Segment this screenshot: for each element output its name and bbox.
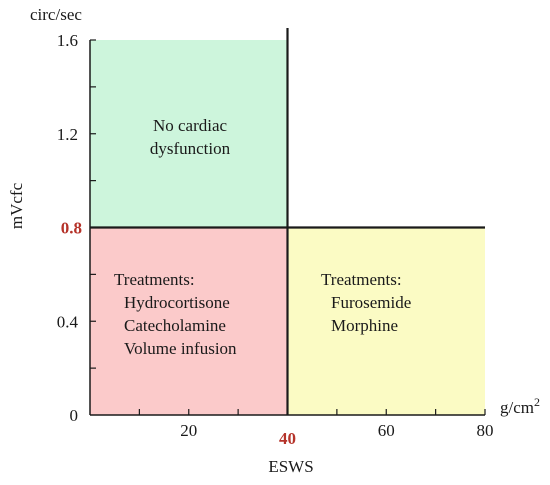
region-high-low [287, 227, 485, 415]
region-low-low [90, 227, 288, 415]
region-text-low-low-3: Volume infusion [124, 339, 237, 358]
y-tick-label-1.6: 1.6 [57, 31, 78, 50]
region-text-low-low-2: Catecholamine [124, 316, 226, 335]
y-axis-title: mVcfc [7, 182, 26, 229]
region-layer [90, 40, 485, 415]
x-tick-label-40: 40 [279, 429, 296, 448]
region-text-low-low-0: Treatments: [114, 270, 195, 289]
x-tick-label-20: 20 [180, 421, 197, 440]
region-text-high-low-0: Treatments: [321, 270, 402, 289]
region-text-no-dysfunction-0: No cardiac [153, 116, 228, 135]
region-text-no-dysfunction-1: dysfunction [150, 139, 231, 158]
y-unit-label: circ/sec [30, 5, 82, 24]
x-unit-label: g/cm2 [500, 395, 540, 417]
tick-layer [90, 39, 486, 415]
y-tick-label-1.2: 1.2 [57, 125, 78, 144]
region-text-high-low-2: Morphine [331, 316, 398, 335]
region-text-layer: No cardiac dysfunction Treatments: Hydrocor… [114, 116, 411, 358]
divider-lines [90, 28, 485, 415]
y-tick-label-0.8: 0.8 [61, 219, 82, 238]
x-tick-label-80: 80 [477, 421, 494, 440]
x-unit-superscript: 2 [534, 395, 540, 409]
y-tick-label-0: 0 [70, 406, 79, 425]
x-tick-label-60: 60 [378, 421, 395, 440]
region-text-low-low-1: Hydrocortisone [124, 293, 230, 312]
y-tick-label-0.4: 0.4 [57, 312, 79, 331]
x-axis-title: ESWS [268, 457, 313, 476]
label-layer: 20 40 60 80 0 0.4 0.8 1.2 1.6 circ/sec g/cm2 ESWS mV… [7, 5, 540, 476]
region-no-dysfunction [90, 40, 288, 228]
region-text-high-low-1: Furosemide [331, 293, 411, 312]
